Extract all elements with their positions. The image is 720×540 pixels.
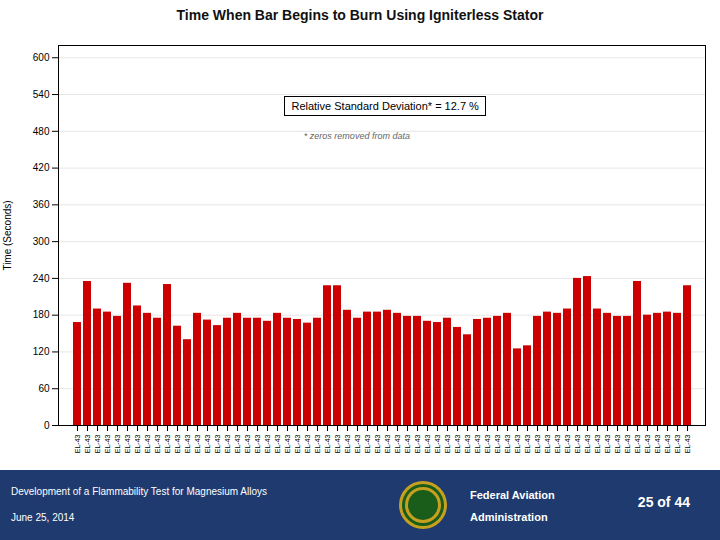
svg-text:EL-43: EL-43 (494, 434, 501, 453)
svg-text:EL-43: EL-43 (314, 434, 321, 453)
svg-text:EL-43: EL-43 (664, 434, 671, 453)
svg-text:EL-43: EL-43 (474, 434, 481, 453)
svg-text:EL-43: EL-43 (94, 434, 101, 453)
svg-text:EL-43: EL-43 (514, 434, 521, 453)
svg-text:EL-43: EL-43 (454, 434, 461, 453)
svg-text:EL-43: EL-43 (674, 434, 681, 453)
svg-text:EL-43: EL-43 (414, 434, 421, 453)
svg-text:EL-43: EL-43 (114, 434, 121, 453)
svg-text:EL-43: EL-43 (224, 434, 231, 453)
svg-text:EL-43: EL-43 (554, 434, 561, 453)
svg-text:EL-43: EL-43 (274, 434, 281, 453)
svg-text:EL-43: EL-43 (264, 434, 271, 453)
svg-text:EL-43: EL-43 (214, 434, 221, 453)
svg-text:180: 180 (33, 309, 50, 320)
svg-text:EL-43: EL-43 (174, 434, 181, 453)
svg-text:EL-43: EL-43 (84, 434, 91, 453)
html-text:Federal Aviation: Federal Aviation (470, 489, 555, 501)
svg-text:480: 480 (33, 126, 50, 137)
svg-text:420: 420 (33, 162, 50, 173)
svg-text:120: 120 (33, 346, 50, 357)
svg-text:240: 240 (33, 273, 50, 284)
svg-text:EL-43: EL-43 (684, 434, 691, 453)
svg-text:EL-43: EL-43 (484, 434, 491, 453)
svg-text:EL-43: EL-43 (324, 434, 331, 453)
html-text:Relative Standard Deviation* =: Relative Standard Deviation* = 12.7 % (291, 99, 479, 112)
svg-text:EL-43: EL-43 (594, 434, 601, 453)
svg-text:600: 600 (33, 52, 50, 63)
svg-text:EL-43: EL-43 (614, 434, 621, 453)
html-text:25 of 44: 25 of 44 (637, 494, 690, 510)
html-text:June 25, 2014: June 25, 2014 (11, 512, 75, 523)
svg-text:EL-43: EL-43 (654, 434, 661, 453)
svg-text:EL-43: EL-43 (354, 434, 361, 453)
svg-text:EL-43: EL-43 (294, 434, 301, 453)
svg-text:EL-43: EL-43 (254, 434, 261, 453)
svg-text:EL-43: EL-43 (104, 434, 111, 453)
svg-text:EL-43: EL-43 (204, 434, 211, 453)
html-text:Administration: Administration (470, 511, 548, 523)
svg-text:EL-43: EL-43 (384, 434, 391, 453)
svg-text:EL-43: EL-43 (544, 434, 551, 453)
svg-text:EL-43: EL-43 (394, 434, 401, 453)
svg-text:EL-43: EL-43 (504, 434, 511, 453)
svg-text:EL-43: EL-43 (444, 434, 451, 453)
svg-text:EL-43: EL-43 (164, 434, 171, 453)
svg-text:EL-43: EL-43 (434, 434, 441, 453)
svg-text:EL-43: EL-43 (634, 434, 641, 453)
svg-text:EL-43: EL-43 (584, 434, 591, 453)
svg-text:300: 300 (33, 236, 50, 247)
svg-text:EL-43: EL-43 (234, 434, 241, 453)
svg-text:EL-43: EL-43 (564, 434, 571, 453)
svg-text:EL-43: EL-43 (154, 434, 161, 453)
svg-text:EL-43: EL-43 (284, 434, 291, 453)
svg-text:540: 540 (33, 89, 50, 100)
svg-text:EL-43: EL-43 (74, 434, 81, 453)
svg-text:Time (Seconds): Time (Seconds) (2, 200, 13, 270)
svg-text:60: 60 (38, 383, 50, 394)
svg-text:EL-43: EL-43 (134, 434, 141, 453)
svg-text:EL-43: EL-43 (374, 434, 381, 453)
html-text:Development of a Flammability: Development of a Flammability Test for M… (11, 486, 267, 497)
svg-text:EL-43: EL-43 (304, 434, 311, 453)
svg-text:EL-43: EL-43 (124, 434, 131, 453)
svg-text:EL-43: EL-43 (574, 434, 581, 453)
svg-text:EL-43: EL-43 (244, 434, 251, 453)
svg-text:EL-43: EL-43 (524, 434, 531, 453)
svg-text:EL-43: EL-43 (194, 434, 201, 453)
svg-text:EL-43: EL-43 (644, 434, 651, 453)
svg-text:EL-43: EL-43 (404, 434, 411, 453)
html-text:* zeros removed from data: * zeros removed from data (303, 130, 410, 141)
svg-text:EL-43: EL-43 (184, 434, 191, 453)
svg-text:EL-43: EL-43 (144, 434, 151, 453)
svg-text:360: 360 (33, 199, 50, 210)
svg-text:EL-43: EL-43 (424, 434, 431, 453)
svg-text:EL-43: EL-43 (334, 434, 341, 453)
svg-text:EL-43: EL-43 (604, 434, 611, 453)
html-text:Time When Bar Begins to Burn U: Time When Bar Begins to Burn Using Ignit… (176, 7, 544, 23)
svg-text:EL-43: EL-43 (364, 434, 371, 453)
svg-text:EL-43: EL-43 (624, 434, 631, 453)
svg-text:EL-43: EL-43 (534, 434, 541, 453)
svg-text:EL-43: EL-43 (464, 434, 471, 453)
svg-text:EL-43: EL-43 (344, 434, 351, 453)
svg-text:0: 0 (44, 420, 50, 431)
